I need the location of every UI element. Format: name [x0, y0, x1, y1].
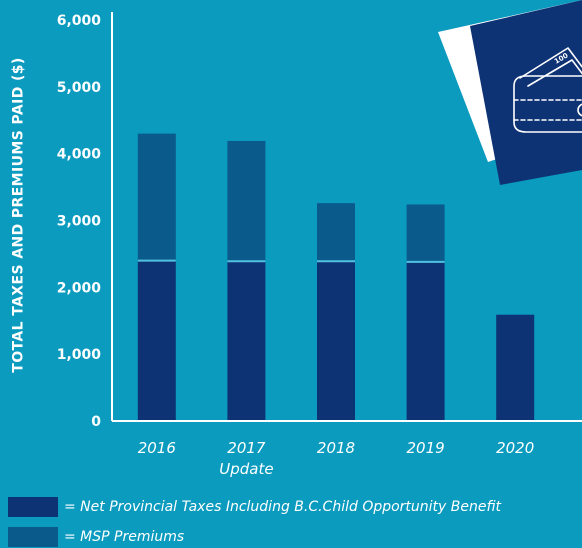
- legend-swatch-net-provincial-taxes: [8, 497, 58, 517]
- legend-label-net-provincial-taxes: = Net Provincial Taxes Including B.C.Chi…: [64, 499, 502, 515]
- bar-segment-msp-premiums: [227, 140, 266, 262]
- x-tick-label: 2019: [407, 439, 445, 457]
- y-axis-ticks: 0 1,000 2,000 3,000 4,000 5,000 6,000: [57, 13, 102, 430]
- bar-segment-msp-premiums: [406, 204, 445, 262]
- bar-segment-net-provincial-taxes: [496, 314, 535, 421]
- y-tick-label: 2,000: [57, 280, 102, 296]
- x-tick-label-line: 2016: [138, 439, 176, 457]
- y-tick-label: 6,000: [57, 13, 102, 29]
- bar-segment-msp-premiums: [317, 203, 355, 262]
- x-tick-label: 2016: [138, 439, 176, 457]
- y-tick-label: 3,000: [57, 214, 102, 230]
- legend-item-net-provincial-taxes: = Net Provincial Taxes Including B.C.Chi…: [8, 497, 501, 517]
- x-tick-label-line: Update: [219, 460, 273, 478]
- x-tick-label-line: 2018: [317, 439, 355, 457]
- x-tick-label: 2018: [317, 439, 355, 457]
- bar-segment-net-provincial-taxes: [406, 261, 445, 421]
- x-tick-label-line: 2020: [496, 439, 534, 457]
- bars: [137, 133, 535, 421]
- x-tick-label: 2020: [496, 439, 534, 457]
- bar-segment-net-provincial-taxes: [137, 260, 176, 421]
- bar-segment-net-provincial-taxes: [317, 261, 355, 421]
- bar-segment-net-provincial-taxes: [227, 261, 266, 421]
- x-tick-label-line: 2017: [227, 439, 266, 457]
- y-tick-label: 0: [91, 414, 101, 430]
- illustration-navy-card: [470, 0, 582, 185]
- x-axis-ticks: 2016 2017 Update 2018 2019 2020: [138, 439, 535, 478]
- x-tick-label-line: 2019: [407, 439, 445, 457]
- y-tick-label: 4,000: [57, 147, 102, 163]
- legend-label-msp-premiums: = MSP Premiums: [64, 529, 185, 545]
- y-tick-label: 5,000: [57, 80, 102, 96]
- legend-swatch-msp-premiums: [8, 527, 58, 547]
- wallet-illustration: 100: [438, 0, 582, 185]
- y-tick-label: 1,000: [57, 347, 102, 363]
- x-tick-label: 2017 Update: [219, 439, 273, 478]
- bar-segment-msp-premiums: [137, 133, 176, 261]
- legend-item-msp-premiums: = MSP Premiums: [8, 527, 184, 547]
